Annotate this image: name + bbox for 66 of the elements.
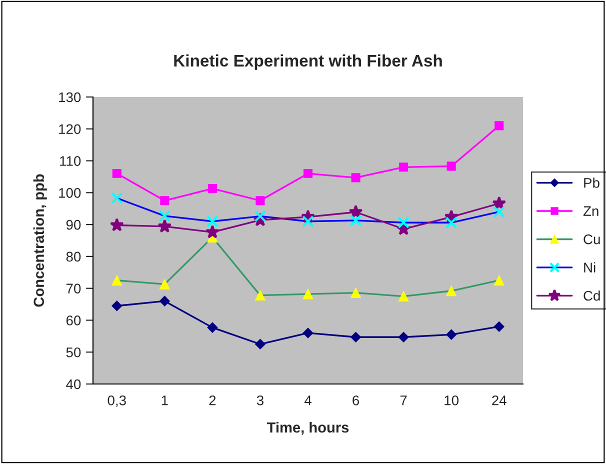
x-tick-label: 10: [444, 395, 459, 406]
y-tick-label: 120: [59, 124, 81, 134]
legend-label: Cd: [584, 290, 600, 301]
y-tick-label: 110: [60, 156, 81, 166]
point: [110, 218, 124, 232]
point: [303, 169, 313, 178]
point: [256, 196, 265, 206]
point: [398, 291, 409, 302]
x-tick-label: 6: [352, 395, 360, 406]
x-tick-label: 0,3: [108, 395, 126, 407]
point: [160, 196, 170, 206]
point: [159, 296, 170, 306]
y-tick-label: 50: [66, 347, 81, 358]
point: [494, 275, 504, 286]
point: [302, 328, 314, 338]
point: [446, 329, 457, 340]
point: [158, 210, 171, 222]
x-tick-label: 2: [209, 395, 216, 406]
y-tick-label: 130: [59, 92, 81, 102]
y-tick-label: 90: [66, 220, 81, 230]
y-tick-label: 80: [66, 252, 81, 262]
y-tick-label: 40: [66, 379, 81, 390]
x-tick-label: 4: [304, 396, 312, 406]
point: [110, 192, 123, 204]
y-tick-label: 70: [66, 284, 81, 294]
point: [205, 224, 220, 238]
point: [493, 206, 506, 218]
point: [350, 214, 362, 226]
point: [254, 210, 266, 222]
legend-label: Ni: [584, 262, 596, 272]
point: [207, 322, 218, 333]
point: [112, 300, 122, 312]
point: [255, 290, 266, 301]
point: [254, 338, 266, 350]
y-tick-label: 60: [66, 316, 81, 326]
x-tick-label: 3: [256, 395, 264, 406]
point: [350, 288, 361, 298]
point: [158, 219, 172, 233]
legend-label: Cu: [584, 234, 600, 244]
x-tick-label: 1: [162, 396, 168, 406]
point: [446, 162, 456, 171]
point: [494, 321, 504, 332]
point: [206, 215, 218, 228]
x-tick-label: 7: [400, 396, 407, 406]
point: [208, 184, 217, 194]
chart-title: Kinetic Experiment with Fiber Ash: [174, 54, 442, 70]
point: [302, 215, 314, 228]
legend-label: Pb: [584, 178, 600, 188]
point: [348, 204, 363, 218]
point: [398, 332, 409, 342]
point: [445, 216, 458, 229]
point: [350, 332, 362, 342]
x-tick-label: 24: [492, 395, 506, 406]
point: [398, 216, 410, 229]
y-axis-title: Concentration, ppb: [33, 174, 47, 307]
point: [159, 278, 170, 290]
point: [399, 162, 408, 172]
legend-label: Zn: [583, 206, 598, 216]
y-tick-label: 100: [59, 188, 81, 198]
point: [494, 121, 504, 130]
x-axis-title: Time, hours: [266, 422, 349, 435]
point: [351, 173, 360, 182]
point: [302, 288, 314, 300]
point: [446, 286, 457, 296]
point: [112, 275, 122, 286]
point: [112, 169, 122, 178]
